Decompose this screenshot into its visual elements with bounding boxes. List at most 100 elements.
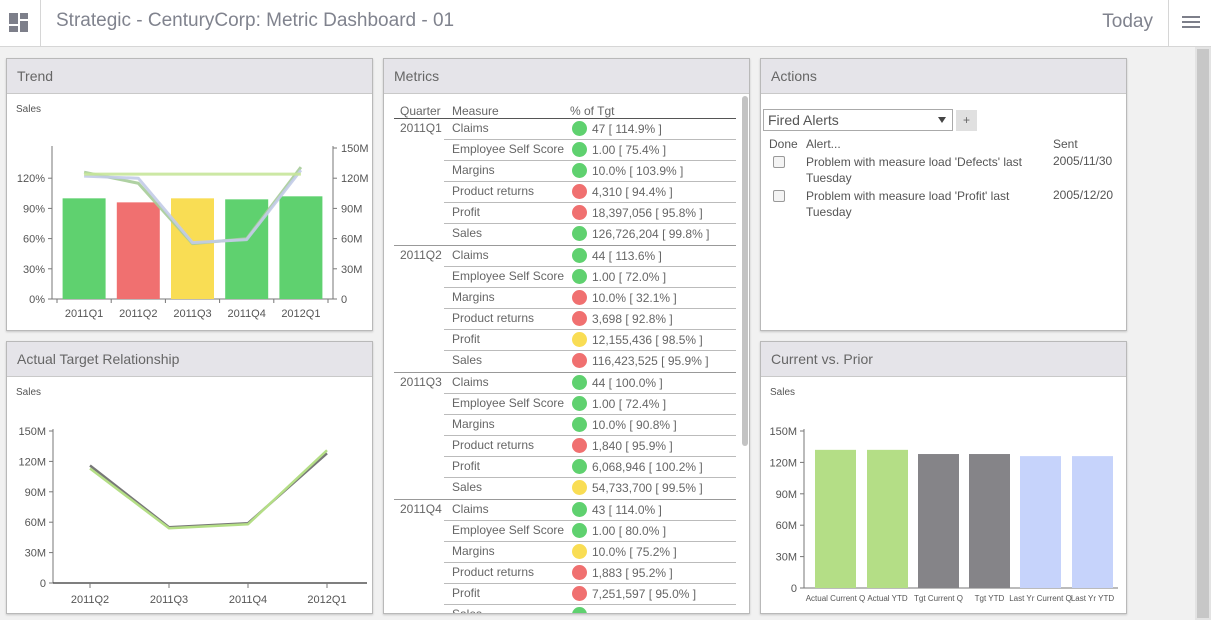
metric-measure: Product returns	[452, 184, 535, 198]
metric-row[interactable]: Profit 12,155,436 [ 98.5% ]	[444, 330, 736, 351]
y-tick-label: 120M	[769, 457, 797, 469]
page-scrollbar-thumb[interactable]	[1197, 49, 1209, 618]
status-dot-icon	[572, 544, 587, 559]
metric-row[interactable]: Product returns 4,310 [ 94.4% ]	[444, 182, 736, 203]
y-tick-label: 30M	[776, 552, 797, 564]
status-dot-icon	[572, 121, 587, 136]
top-bar: Strategic - CenturyCorp: Metric Dashboar…	[0, 0, 1211, 47]
metric-row[interactable]: Sales	[444, 605, 736, 614]
add-button[interactable]: +	[956, 110, 977, 131]
actual-target-chart: 0 30M 60M 90M 120M 150M 2011Q2 2011Q3 2011Q4 2012…	[18, 426, 367, 606]
col-pct-tgt: % of Tgt	[570, 104, 615, 118]
status-dot-icon	[572, 269, 587, 284]
status-dot-icon	[572, 184, 587, 199]
hamburger-menu-icon[interactable]	[1168, 0, 1211, 47]
metric-measure: Profit	[452, 586, 481, 600]
status-dot-icon	[572, 311, 587, 326]
metric-measure: Employee Self Score	[452, 142, 565, 156]
metric-row[interactable]: Product returns 1,883 [ 95.2% ]	[444, 563, 736, 584]
metric-row[interactable]: Claims 44 [ 113.6% ]	[444, 246, 736, 267]
today-button[interactable]: Today	[1102, 11, 1153, 32]
metric-value: 54,733,700 [ 99.5% ]	[592, 481, 703, 495]
alert-text: Problem with measure load 'Profit' last …	[806, 189, 1010, 219]
trend-line	[84, 169, 303, 245]
comparison-bar	[1020, 456, 1061, 588]
metric-measure: Product returns	[452, 565, 535, 579]
y2-tick-label: 30M	[341, 264, 362, 276]
y-tick-label: 90M	[776, 489, 797, 501]
metric-row[interactable]: Employee Self Score 1.00 [ 75.4% ]	[444, 140, 736, 161]
metric-row[interactable]: Profit 6,068,946 [ 100.2% ]	[444, 457, 736, 478]
metric-row[interactable]: Employee Self Score 1.00 [ 72.0% ]	[444, 267, 736, 288]
metric-row[interactable]: Claims 44 [ 100.0% ]	[444, 373, 736, 394]
status-dot-icon	[572, 607, 587, 613]
page-scrollbar[interactable]	[1195, 47, 1211, 620]
status-dot-icon	[572, 502, 587, 517]
metrics-scrollbar-thumb[interactable]	[742, 96, 748, 446]
metric-row[interactable]: Claims 43 [ 114.0% ]	[444, 500, 736, 521]
alerts-filter-value: Fired Alerts	[768, 112, 839, 128]
chevron-down-icon	[938, 117, 946, 123]
metric-measure: Profit	[452, 459, 481, 473]
metric-row[interactable]: Margins 10.0% [ 32.1% ]	[444, 288, 736, 309]
metric-measure: Sales	[452, 607, 483, 614]
metric-value: 4,310 [ 94.4% ]	[592, 185, 673, 199]
metric-value: 1,840 [ 95.9% ]	[592, 439, 673, 453]
y-tick-label: 60M	[776, 520, 797, 532]
x-tick-label: Last Yr YTD	[1071, 594, 1115, 603]
current-prior-chart: 0 30M 60M 90M 120M 150M Actual Current Q Actual…	[769, 426, 1118, 603]
metric-row[interactable]: Claims 47 [ 114.9% ]	[444, 119, 736, 140]
dashboard-grid-icon[interactable]	[0, 0, 41, 47]
metric-measure: Claims	[452, 375, 489, 389]
actions-panel: Actions Fired Alerts + Done Alert... Sen…	[760, 58, 1127, 331]
y-tick-label: 120%	[17, 173, 45, 185]
metric-row[interactable]: Margins 10.0% [ 103.9% ]	[444, 161, 736, 182]
metrics-scrollbar[interactable]	[741, 94, 749, 613]
trend-bar	[279, 196, 323, 299]
trend-bar	[116, 202, 160, 299]
trend-panel-title: Trend	[7, 59, 372, 94]
status-dot-icon	[572, 459, 587, 474]
metric-measure: Claims	[452, 121, 489, 135]
quarter-group: 2011Q3 Claims 44 [ 100.0% ] Employee Self S…	[394, 373, 736, 500]
alerts-filter-select[interactable]: Fired Alerts	[763, 109, 953, 131]
alerts-table-header: Done Alert... Sent	[769, 137, 1126, 153]
metric-measure: Claims	[452, 248, 489, 262]
metric-row[interactable]: Employee Self Score 1.00 [ 72.4% ]	[444, 394, 736, 415]
metric-row[interactable]: Margins 10.0% [ 90.8% ]	[444, 415, 736, 436]
metric-row[interactable]: Sales 116,423,525 [ 95.9% ]	[444, 351, 736, 372]
y2-tick-label: 60M	[341, 234, 362, 246]
x-tick-label: 2011Q2	[71, 594, 109, 606]
metrics-table-header: Quarter Measure % of Tgt	[394, 102, 736, 119]
metric-value: 1.00 [ 75.4% ]	[592, 143, 667, 157]
x-tick-label: 2011Q1	[65, 308, 103, 320]
y-tick-label: 90%	[23, 203, 45, 215]
metric-value: 18,397,056 [ 95.8% ]	[592, 206, 703, 220]
metric-value: 1,883 [ 95.2% ]	[592, 566, 673, 580]
col-done: Done	[769, 137, 798, 151]
metric-row[interactable]: Profit 7,251,597 [ 95.0% ]	[444, 584, 736, 605]
alert-done-checkbox[interactable]	[773, 156, 785, 168]
metric-value: 43 [ 114.0% ]	[592, 503, 662, 517]
current-prior-panel-title: Current vs. Prior	[761, 342, 1126, 377]
status-dot-icon	[572, 226, 587, 241]
alert-done-checkbox[interactable]	[773, 190, 785, 202]
metric-row[interactable]: Product returns 3,698 [ 92.8% ]	[444, 309, 736, 330]
trend-chart: 0% 30% 60% 90% 120% 0 30M 60M 90M 120M 150M 2011Q1 2…	[17, 143, 369, 320]
actual-target-panel: Actual Target Relationship Sales 0 30M 60M…	[6, 341, 373, 614]
x-tick-label: 2011Q3	[150, 594, 188, 606]
metric-measure: Margins	[452, 544, 495, 558]
metric-row[interactable]: Margins 10.0% [ 75.2% ]	[444, 542, 736, 563]
metric-value: 116,423,525 [ 95.9% ]	[592, 354, 709, 368]
metric-row[interactable]: Product returns 1,840 [ 95.9% ]	[444, 436, 736, 457]
alert-sent-date: 2005/12/20	[1053, 188, 1114, 202]
metric-row[interactable]: Profit 18,397,056 [ 95.8% ]	[444, 203, 736, 224]
x-tick-label: Tgt Current Q	[914, 594, 963, 603]
trend-sub-label: Sales	[16, 104, 42, 115]
metric-value: 3,698 [ 92.8% ]	[592, 312, 673, 326]
metric-row[interactable]: Sales 54,733,700 [ 99.5% ]	[444, 478, 736, 499]
metric-measure: Product returns	[452, 438, 535, 452]
metric-row[interactable]: Sales 126,726,204 [ 99.8% ]	[444, 224, 736, 245]
metric-row[interactable]: Employee Self Score 1.00 [ 80.0% ]	[444, 521, 736, 542]
alerts-table: Done Alert... Sent Problem with measure …	[769, 137, 1126, 219]
